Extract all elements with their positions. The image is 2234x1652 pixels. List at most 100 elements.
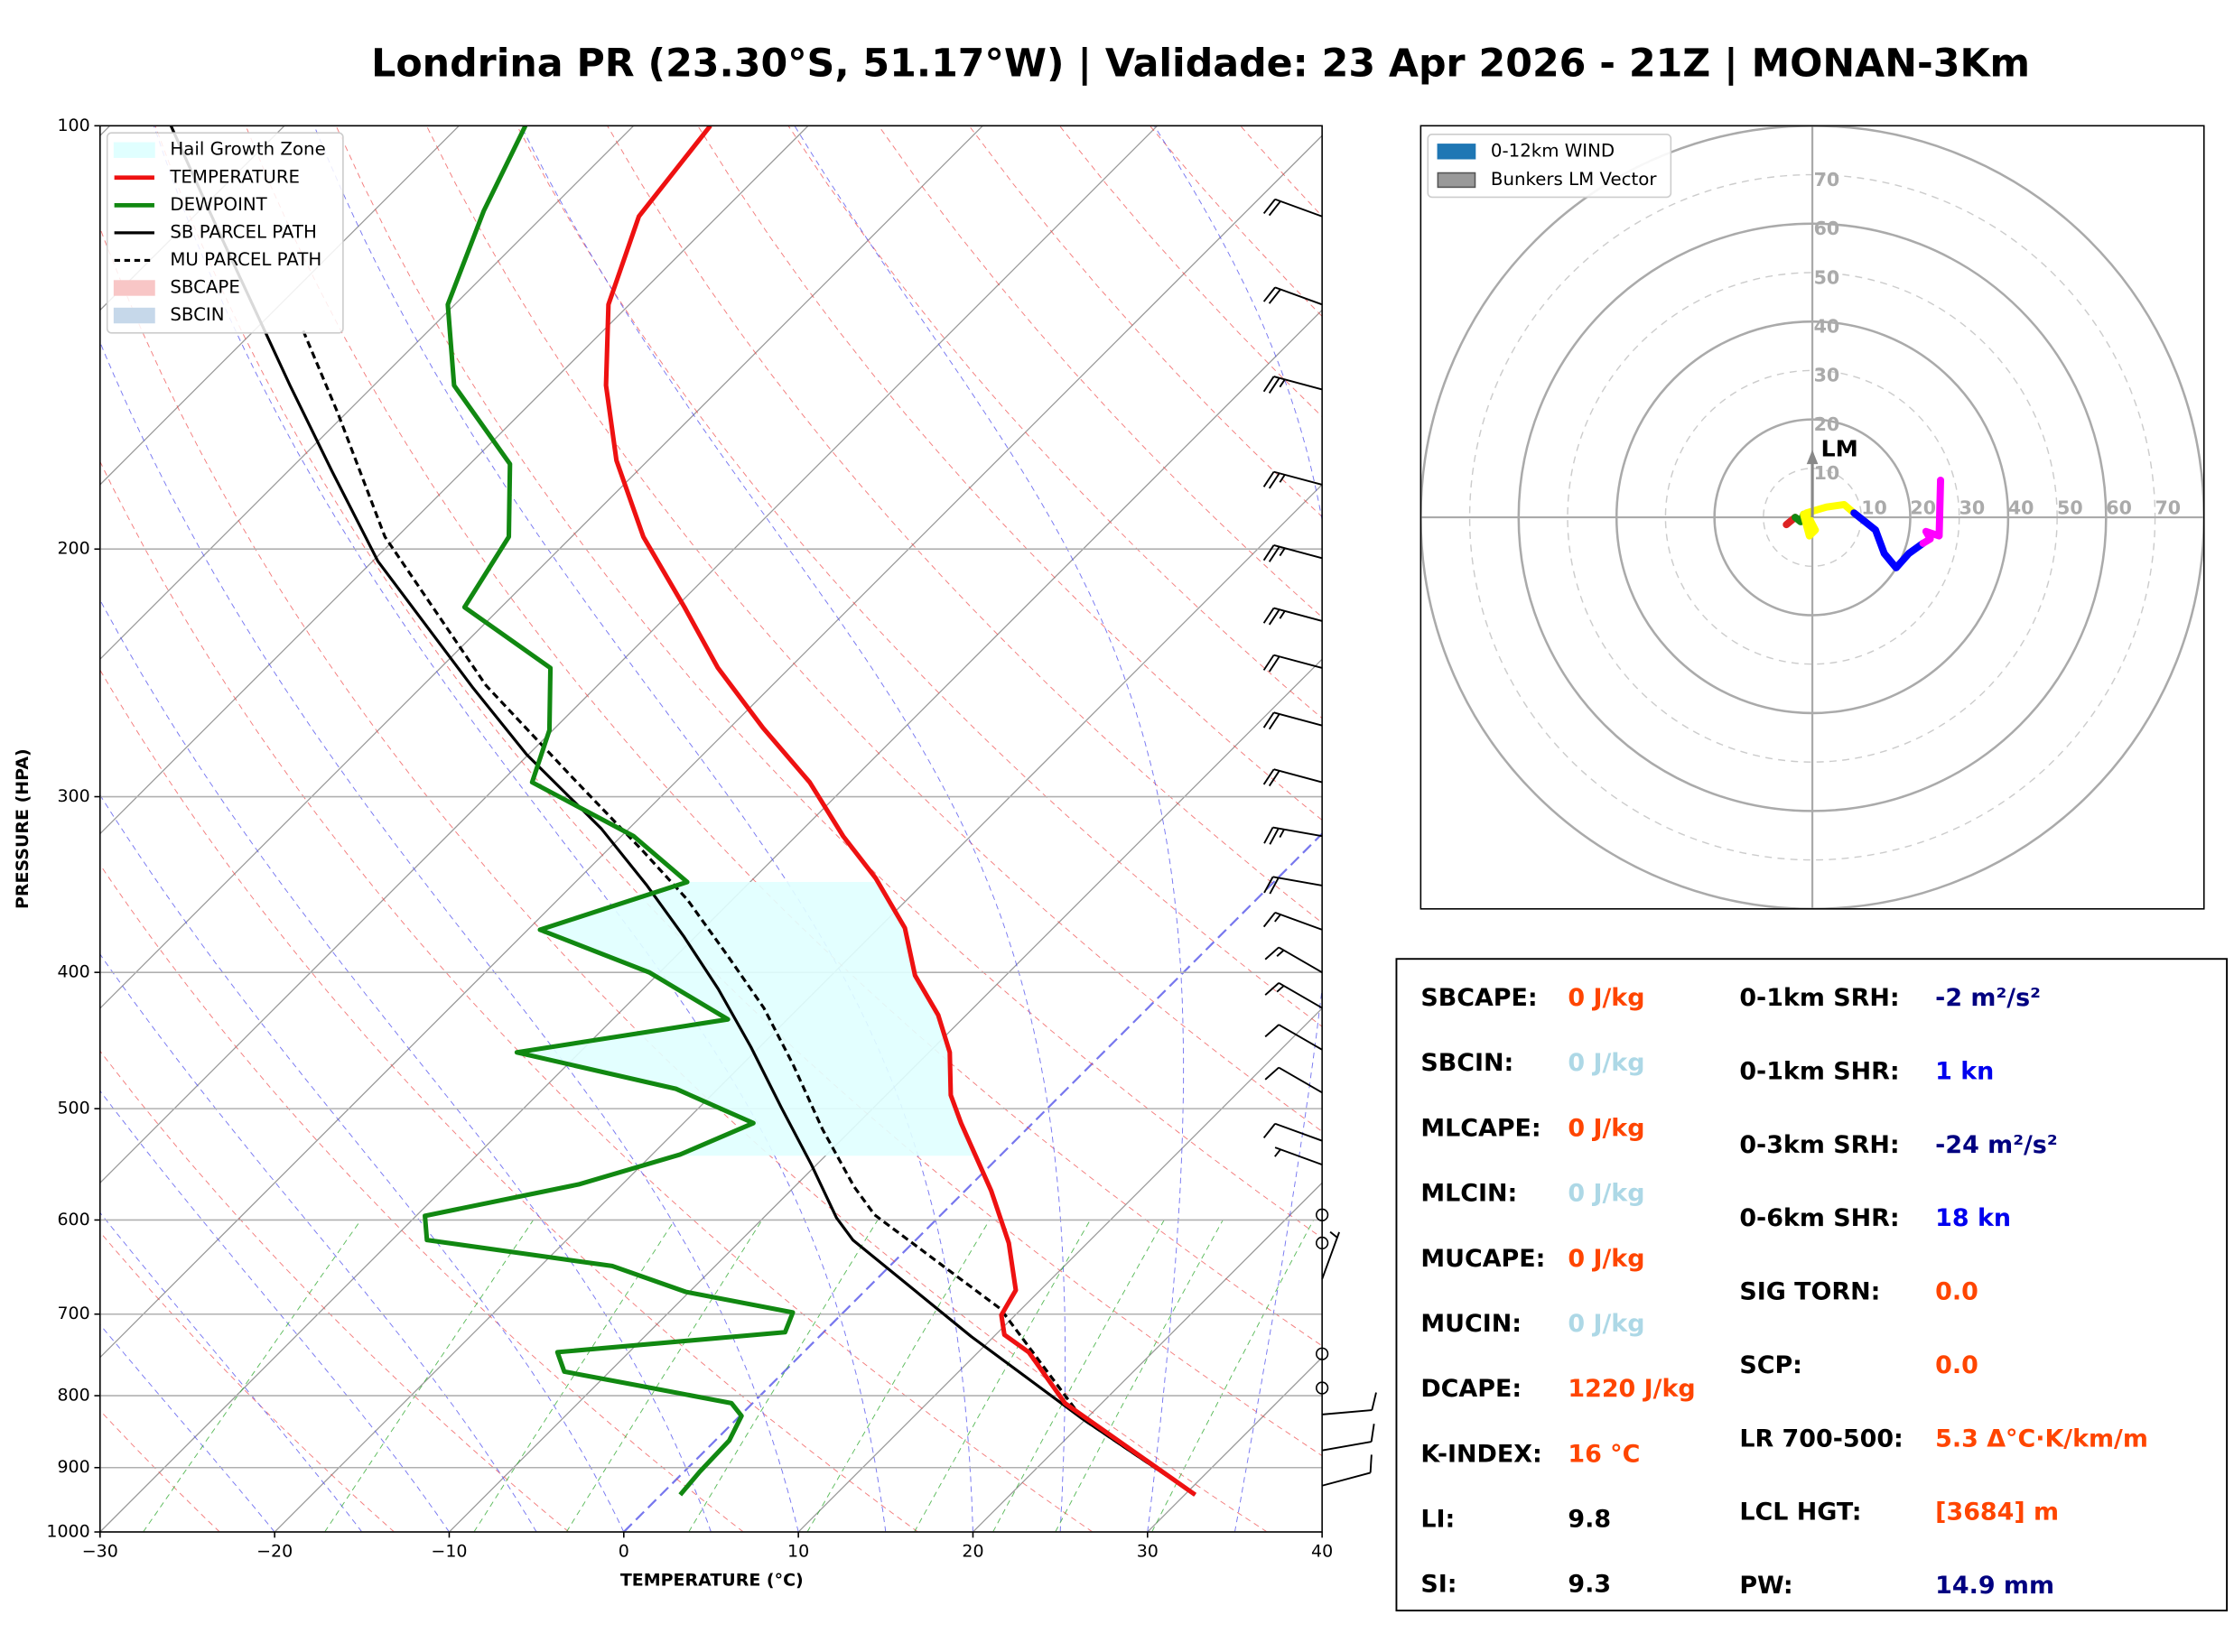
x-tick-label: 0 [619,1542,629,1562]
dry-adiabat [697,125,1323,821]
y-tick-label: 400 [57,962,89,982]
barb-staff [1278,1066,1323,1094]
dry-adiabat [99,460,1094,1533]
barb-feather [1262,1123,1276,1139]
index-value: -24 m²/s² [1935,1131,2057,1159]
ring-label: 60 [1814,218,1840,239]
legend-swatch [113,142,155,158]
mixing-ratio-line [914,1220,1091,1533]
index-value: 16 °C [1568,1440,1640,1468]
lm-arrowhead [1806,450,1819,465]
isotherm [99,125,983,1009]
profile-line [603,125,1197,1497]
wind-barb [1316,1347,1329,1360]
index-label: 0-1km SRH: [1739,984,1899,1012]
hail-growth-zone [519,882,976,1156]
moist-adiabat [794,125,1185,1533]
wind-barb [1262,711,1323,730]
isotherm [99,125,285,311]
legend-label: Hail Growth Zone [170,139,325,160]
index-value: 0.0 [1935,1278,1978,1306]
barb-feather [1268,288,1281,304]
hodograph-frame [1420,125,2205,910]
barb-feather [1268,655,1280,673]
index-value: 0 J/kg [1568,1245,1644,1273]
wind-barb [1262,470,1323,489]
hodograph-background [1420,125,2204,909]
wind-barb [1316,1381,1329,1395]
wind-barb [1263,876,1323,895]
dry-adiabat [245,125,1323,1347]
barb-feather [1268,200,1281,217]
mixing-ratio-line [806,1220,991,1533]
wind-barb [1263,826,1323,845]
index-label: SI: [1420,1571,1457,1599]
barb-staff [1321,1231,1340,1280]
moist-adiabat [99,1323,275,1533]
index-label: SIG TORN: [1739,1278,1880,1306]
legend-frame [106,132,344,334]
barb-half-feather [1274,1148,1281,1157]
barb-feather [1369,1454,1373,1473]
wind-barb [1264,946,1323,973]
y-tick-label: 1000 [46,1522,89,1542]
x-tick-label: 10 [787,1542,809,1562]
legend-frame [1427,134,1672,199]
y-tick-label: 300 [57,786,89,806]
ring-label: 40 [2008,497,2034,519]
barb-staff [1274,286,1323,306]
barb-staff [1278,946,1323,973]
wind-barb [1262,286,1323,306]
mixing-ratio-line [143,1220,362,1533]
legend-label: SB PARCEL PATH [170,221,316,242]
barb-half-feather [1279,610,1286,619]
barb-staff [1321,1441,1372,1452]
barb-staff [1273,768,1323,784]
hodograph-legend: 0-12km WIND Bunkers LM Vector [1427,134,1672,199]
wind-barb [1316,1236,1329,1250]
ring-label: 30 [1959,497,1986,519]
mixing-ratio-line [1055,1220,1224,1533]
barb-staff [1274,912,1323,931]
skewt-background [99,125,1323,1533]
legend-label: Bunkers LM Vector [1491,169,1657,190]
y-tick-label: 500 [57,1099,89,1118]
index-value: 9.3 [1568,1571,1611,1599]
wind-barb [1262,544,1323,562]
legend-label: DEWPOINT [170,194,267,215]
isotherm [973,1182,1323,1533]
barb-feather [1370,1424,1375,1443]
hodograph-trace [1800,501,1858,540]
ring-label: 20 [1814,413,1840,435]
barb-staff [1274,198,1323,218]
ring-label: 60 [2106,497,2132,519]
x-tick-label: −30 [82,1542,118,1562]
y-tick-label: 800 [57,1386,89,1406]
barb-staff [1273,654,1323,669]
index-label: 0-1km SHR: [1739,1057,1899,1085]
barb-staff [1272,826,1323,838]
dry-adiabat [154,125,1323,1457]
index-label: 0-6km SHR: [1739,1204,1899,1232]
barb-feather [1262,199,1276,215]
index-label: LR 700-500: [1739,1425,1903,1452]
isotherm [99,125,635,661]
moist-adiabat [99,794,625,1533]
ring-label: 50 [2057,497,2083,519]
wind-barb [1321,1230,1340,1280]
barb-feather [1262,768,1275,785]
ring-label: 70 [2155,497,2181,519]
index-label: SBCIN: [1420,1049,1513,1077]
barb-feather [1268,713,1280,730]
legend-swatch [1437,172,1476,189]
wind-barb [1322,1392,1377,1415]
x-tick-label: 30 [1137,1542,1159,1562]
barb-staff [1278,1024,1323,1051]
barb-feather [1263,876,1274,894]
barb-staff [1274,1122,1323,1142]
calm-marker [1316,1236,1329,1250]
legend-swatch [113,280,155,296]
wind-barb [1262,198,1323,218]
barb-feather [1268,608,1280,626]
